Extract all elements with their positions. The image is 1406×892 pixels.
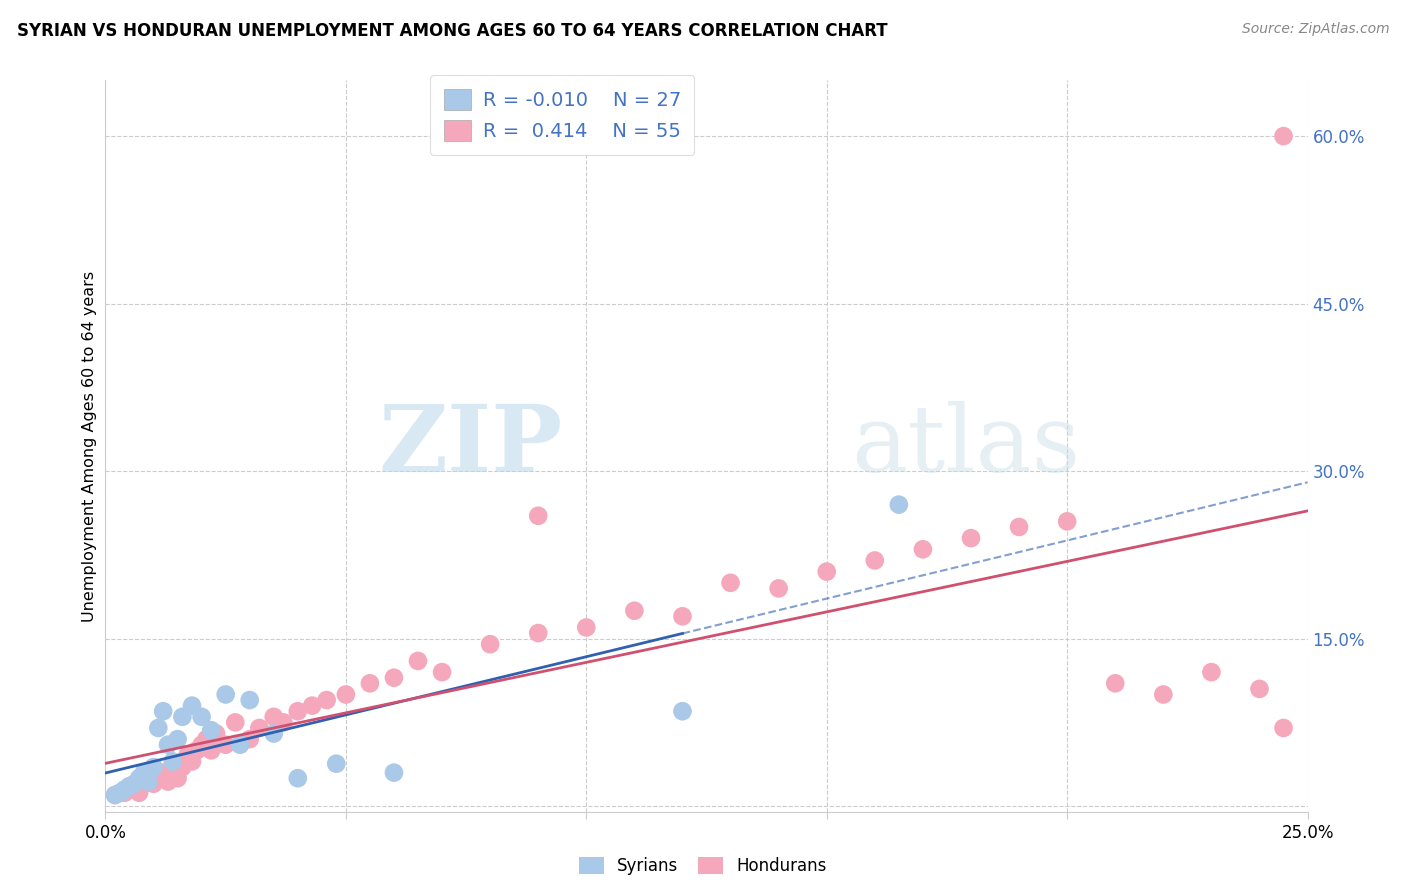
Point <box>527 626 550 640</box>
Point <box>1152 688 1174 702</box>
Point <box>224 715 246 730</box>
Point <box>195 732 218 747</box>
Point <box>301 698 323 713</box>
Point <box>181 755 204 769</box>
Text: Source: ZipAtlas.com: Source: ZipAtlas.com <box>1241 22 1389 37</box>
Point <box>104 788 127 802</box>
Point <box>166 771 188 785</box>
Point <box>382 671 405 685</box>
Point <box>273 715 295 730</box>
Point <box>190 738 212 752</box>
Point <box>138 774 160 789</box>
Point <box>214 688 236 702</box>
Point <box>287 704 309 718</box>
Point <box>575 620 598 634</box>
Point <box>172 760 194 774</box>
Point <box>200 743 222 757</box>
Point <box>1249 681 1271 696</box>
Point <box>190 710 212 724</box>
Point <box>887 498 910 512</box>
Point <box>239 693 262 707</box>
Point <box>1272 129 1295 144</box>
Point <box>406 654 429 668</box>
Point <box>114 786 136 800</box>
Point <box>263 726 285 740</box>
Point <box>263 710 285 724</box>
Point <box>156 774 179 789</box>
Point <box>142 777 165 791</box>
Legend: Syrians, Hondurans: Syrians, Hondurans <box>572 850 834 882</box>
Point <box>108 786 131 800</box>
Point <box>239 732 262 747</box>
Point <box>911 542 934 557</box>
Point <box>118 779 141 793</box>
Point <box>124 779 146 793</box>
Point <box>1008 520 1031 534</box>
Point <box>176 748 198 763</box>
Point <box>1056 515 1078 529</box>
Point <box>114 782 136 797</box>
Point <box>430 665 453 680</box>
Point <box>720 575 742 590</box>
Point <box>527 508 550 523</box>
Point <box>162 765 184 780</box>
Point <box>479 637 502 651</box>
Point <box>205 726 228 740</box>
Point <box>287 771 309 785</box>
Point <box>128 771 150 785</box>
Point <box>671 704 693 718</box>
Point <box>152 765 174 780</box>
Text: SYRIAN VS HONDURAN UNEMPLOYMENT AMONG AGES 60 TO 64 YEARS CORRELATION CHART: SYRIAN VS HONDURAN UNEMPLOYMENT AMONG AG… <box>17 22 887 40</box>
Point <box>172 710 194 724</box>
Point <box>132 777 155 791</box>
Point <box>200 723 222 738</box>
Point <box>104 788 127 802</box>
Y-axis label: Unemployment Among Ages 60 to 64 years: Unemployment Among Ages 60 to 64 years <box>82 270 97 622</box>
Point <box>132 765 155 780</box>
Point <box>623 604 645 618</box>
Point <box>359 676 381 690</box>
Point <box>247 721 270 735</box>
Point <box>186 743 208 757</box>
Point <box>768 582 790 596</box>
Point <box>148 721 170 735</box>
Point <box>1272 721 1295 735</box>
Point <box>166 732 188 747</box>
Point <box>1104 676 1126 690</box>
Legend: R = -0.010    N = 27, R =  0.414    N = 55: R = -0.010 N = 27, R = 0.414 N = 55 <box>430 75 695 154</box>
Point <box>863 553 886 567</box>
Point <box>148 771 170 785</box>
Point <box>960 531 983 545</box>
Text: ZIP: ZIP <box>378 401 562 491</box>
Point <box>152 704 174 718</box>
Point <box>315 693 337 707</box>
Point <box>118 782 141 797</box>
Point <box>142 760 165 774</box>
Text: atlas: atlas <box>851 401 1080 491</box>
Point <box>229 738 252 752</box>
Point <box>162 755 184 769</box>
Point <box>1201 665 1223 680</box>
Point <box>156 738 179 752</box>
Point <box>128 786 150 800</box>
Point <box>181 698 204 713</box>
Point <box>124 777 146 791</box>
Point <box>671 609 693 624</box>
Point <box>214 738 236 752</box>
Point <box>325 756 347 771</box>
Point <box>382 765 405 780</box>
Point <box>138 771 160 785</box>
Point <box>335 688 357 702</box>
Point <box>815 565 838 579</box>
